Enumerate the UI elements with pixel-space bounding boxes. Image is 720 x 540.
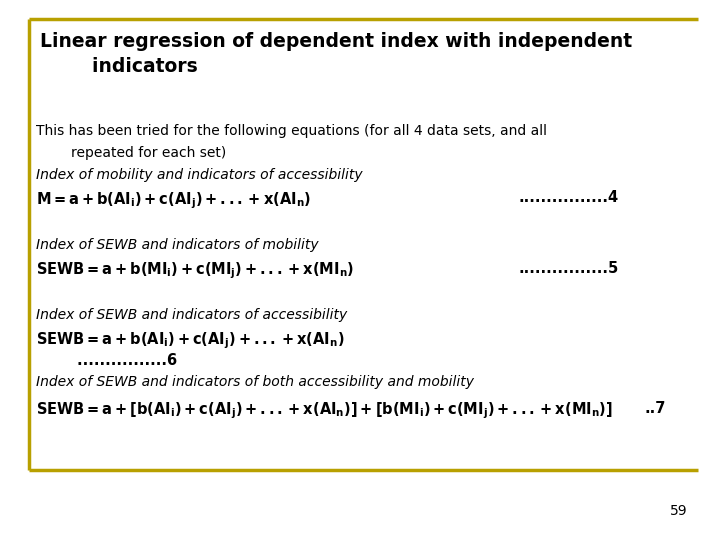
Text: Index of SEWB and indicators of accessibility: Index of SEWB and indicators of accessib… [36, 308, 347, 322]
Text: $\mathbf{SEWB = a + b(MI_i) +c(MI_j)+...+x(MI_n)}$: $\mathbf{SEWB = a + b(MI_i) +c(MI_j)+...… [36, 261, 354, 281]
Text: ................5: ................5 [518, 261, 618, 276]
Text: Index of mobility and indicators of accessibility: Index of mobility and indicators of acce… [36, 168, 363, 183]
Text: indicators: indicators [40, 57, 197, 76]
Text: ................6: ................6 [36, 353, 177, 368]
Text: Index of SEWB and indicators of mobility: Index of SEWB and indicators of mobility [36, 238, 319, 252]
Text: ..7: ..7 [644, 401, 666, 416]
Text: $\mathbf{SEWB = a + b(AI_i) +c(AI_j)+...+x(AI_n)}$: $\mathbf{SEWB = a + b(AI_i) +c(AI_j)+...… [36, 330, 344, 351]
Text: $\mathbf{M = a + b(AI_i) +c(AI_j)+...+x(AI_n)}$: $\mathbf{M = a + b(AI_i) +c(AI_j)+...+x(… [36, 190, 311, 211]
Text: Index of SEWB and indicators of both accessibility and mobility: Index of SEWB and indicators of both acc… [36, 375, 474, 389]
Text: ................4: ................4 [518, 190, 618, 205]
Text: 59: 59 [670, 504, 688, 518]
Text: Linear regression of dependent index with independent: Linear regression of dependent index wit… [40, 32, 631, 51]
Text: repeated for each set): repeated for each set) [36, 146, 226, 160]
Text: $\mathbf{SEWB = a + [b(AI_i) +c(AI_j)+...+x(AI_n)] + [b(MI_i) +c(MI_j)+...+x(MI_: $\mathbf{SEWB = a + [b(AI_i) +c(AI_j)+..… [36, 401, 613, 421]
Text: This has been tried for the following equations (for all 4 data sets, and all: This has been tried for the following eq… [36, 124, 547, 138]
